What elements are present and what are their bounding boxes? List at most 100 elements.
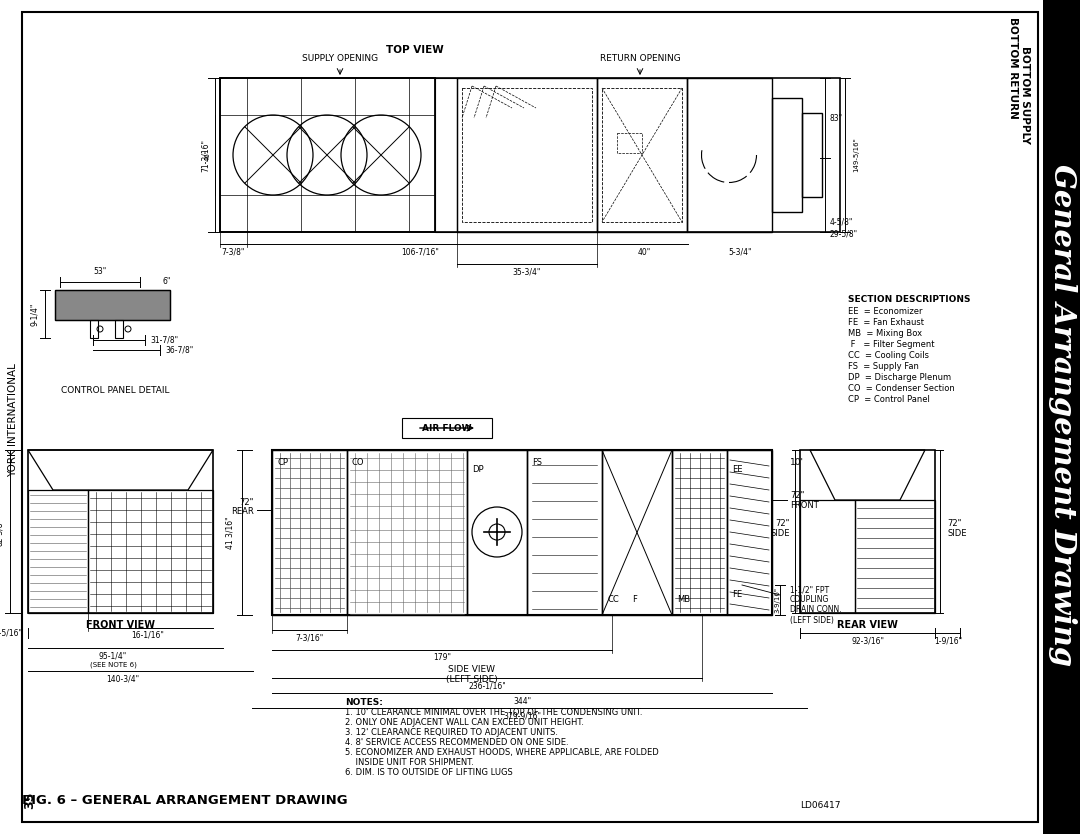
Bar <box>55 290 170 320</box>
Text: 5. ECONOMIZER AND EXHAUST HOODS, WHERE APPLICABLE, ARE FOLDED: 5. ECONOMIZER AND EXHAUST HOODS, WHERE A… <box>345 748 659 757</box>
Bar <box>772 98 802 212</box>
Text: 6": 6" <box>163 278 172 287</box>
Bar <box>435 78 457 232</box>
Text: FS: FS <box>532 458 542 467</box>
Text: CC  = Cooling Coils: CC = Cooling Coils <box>848 351 929 360</box>
Bar <box>672 450 727 615</box>
Text: CP: CP <box>276 458 288 467</box>
Text: EE: EE <box>732 465 743 474</box>
Text: DRAIN CONN.: DRAIN CONN. <box>789 605 841 615</box>
Text: 6. DIM. IS TO OUTSIDE OF LIFTING LUGS: 6. DIM. IS TO OUTSIDE OF LIFTING LUGS <box>345 768 513 777</box>
Bar <box>467 450 527 615</box>
Bar <box>802 113 822 197</box>
Text: 36-7/8": 36-7/8" <box>165 345 193 354</box>
Text: General Arrangement Drawing: General Arrangement Drawing <box>1048 164 1077 666</box>
Text: 82-3/8": 82-3/8" <box>0 518 4 545</box>
Text: 1-9/16": 1-9/16" <box>934 636 962 646</box>
Bar <box>602 88 681 222</box>
Bar <box>1043 0 1080 834</box>
Text: 3-9/16": 3-9/16" <box>774 587 780 613</box>
Text: LD06417: LD06417 <box>800 801 840 810</box>
Bar <box>347 450 467 615</box>
Text: 344": 344" <box>513 696 531 706</box>
Bar <box>220 78 435 232</box>
Text: DP: DP <box>472 465 484 474</box>
Text: 53": 53" <box>93 268 107 277</box>
Text: BOTTOM SUPPLY: BOTTOM SUPPLY <box>1020 46 1030 144</box>
Text: 41 3/16": 41 3/16" <box>226 516 234 549</box>
Text: 92-3/16": 92-3/16" <box>851 636 885 646</box>
Bar <box>28 490 87 613</box>
Text: 106-7/16": 106-7/16" <box>401 248 438 257</box>
Text: CONTROL PANEL DETAIL: CONTROL PANEL DETAIL <box>60 385 170 394</box>
Text: 72": 72" <box>789 490 805 500</box>
Text: 4-5/8": 4-5/8" <box>831 218 853 227</box>
Text: FRONT VIEW: FRONT VIEW <box>86 620 156 630</box>
Text: 179": 179" <box>433 654 451 662</box>
Text: FS  = Supply Fan: FS = Supply Fan <box>848 362 919 371</box>
Text: 10': 10' <box>789 458 804 467</box>
Text: 46": 46" <box>205 149 211 161</box>
Bar <box>597 78 687 232</box>
Text: 24-5/16": 24-5/16" <box>0 629 23 637</box>
Text: COUPLING: COUPLING <box>789 595 829 605</box>
Bar <box>687 78 772 232</box>
Bar <box>402 418 492 438</box>
Text: (SEE NOTE 6): (SEE NOTE 6) <box>90 661 136 668</box>
Text: FRONT: FRONT <box>789 500 819 510</box>
Text: SIDE: SIDE <box>947 529 967 538</box>
Text: 7-3/16": 7-3/16" <box>295 634 324 642</box>
Text: 72": 72" <box>947 519 961 528</box>
Text: 72": 72" <box>240 498 254 506</box>
Text: 140-3/4": 140-3/4" <box>107 675 139 684</box>
Text: 5-3/4": 5-3/4" <box>728 248 752 257</box>
Text: YORK INTERNATIONAL: YORK INTERNATIONAL <box>8 363 18 477</box>
Text: SIDE VIEW
(LEFT SIDE): SIDE VIEW (LEFT SIDE) <box>446 665 498 685</box>
Bar <box>527 450 602 615</box>
Bar <box>617 133 642 153</box>
Bar <box>727 450 772 615</box>
Bar <box>272 450 772 615</box>
Text: 71-3/16": 71-3/16" <box>201 138 210 172</box>
Text: AIR FLOW: AIR FLOW <box>422 424 472 433</box>
Bar <box>855 500 935 613</box>
Text: CO  = Condenser Section: CO = Condenser Section <box>848 384 955 393</box>
Text: SUPPLY OPENING: SUPPLY OPENING <box>302 54 378 63</box>
Text: INSIDE UNIT FOR SHIPMENT.: INSIDE UNIT FOR SHIPMENT. <box>345 758 474 767</box>
Text: CO: CO <box>352 458 365 467</box>
Text: 149-5/16": 149-5/16" <box>853 138 859 173</box>
Bar <box>90 320 98 338</box>
Text: (LEFT SIDE): (LEFT SIDE) <box>789 615 834 625</box>
Text: SIDE: SIDE <box>770 529 789 538</box>
Bar <box>220 78 840 232</box>
Text: 379-9/16": 379-9/16" <box>503 711 541 721</box>
Text: 31-7/8": 31-7/8" <box>150 335 178 344</box>
Text: 7-3/8": 7-3/8" <box>221 248 245 257</box>
Text: NOTES:: NOTES: <box>345 698 383 707</box>
Text: MB  = Mixing Box: MB = Mixing Box <box>848 329 922 338</box>
Text: 236-1/16": 236-1/16" <box>468 681 505 691</box>
Text: 4. 8' SERVICE ACCESS RECOMMENDED ON ONE SIDE.: 4. 8' SERVICE ACCESS RECOMMENDED ON ONE … <box>345 738 569 747</box>
Text: MB: MB <box>677 595 690 604</box>
Text: F: F <box>632 595 637 604</box>
Bar <box>800 500 855 613</box>
Text: SECTION DESCRIPTIONS: SECTION DESCRIPTIONS <box>848 295 971 304</box>
Bar <box>55 290 170 320</box>
Text: 35: 35 <box>24 791 37 809</box>
Text: TOP VIEW: TOP VIEW <box>387 45 444 55</box>
Text: 29-5/8": 29-5/8" <box>831 229 859 239</box>
Text: 35-3/4": 35-3/4" <box>513 268 541 277</box>
Text: REAR: REAR <box>231 508 254 516</box>
Text: CC: CC <box>607 595 619 604</box>
Bar <box>457 78 597 232</box>
Text: 1. 10' CLEARANCE MINIMAL OVER THE TOP OF THE CONDENSING UNIT.: 1. 10' CLEARANCE MINIMAL OVER THE TOP OF… <box>345 708 643 717</box>
Text: REAR VIEW: REAR VIEW <box>837 620 897 630</box>
Text: BOTTOM RETURN: BOTTOM RETURN <box>1008 17 1018 119</box>
Text: DP  = Discharge Plenum: DP = Discharge Plenum <box>848 373 951 382</box>
Text: RETURN OPENING: RETURN OPENING <box>599 54 680 63</box>
Text: 1-1/2" FPT: 1-1/2" FPT <box>789 585 829 595</box>
Bar <box>114 320 123 338</box>
Text: 83": 83" <box>831 113 843 123</box>
Bar <box>602 450 672 615</box>
Text: 72": 72" <box>775 519 789 528</box>
